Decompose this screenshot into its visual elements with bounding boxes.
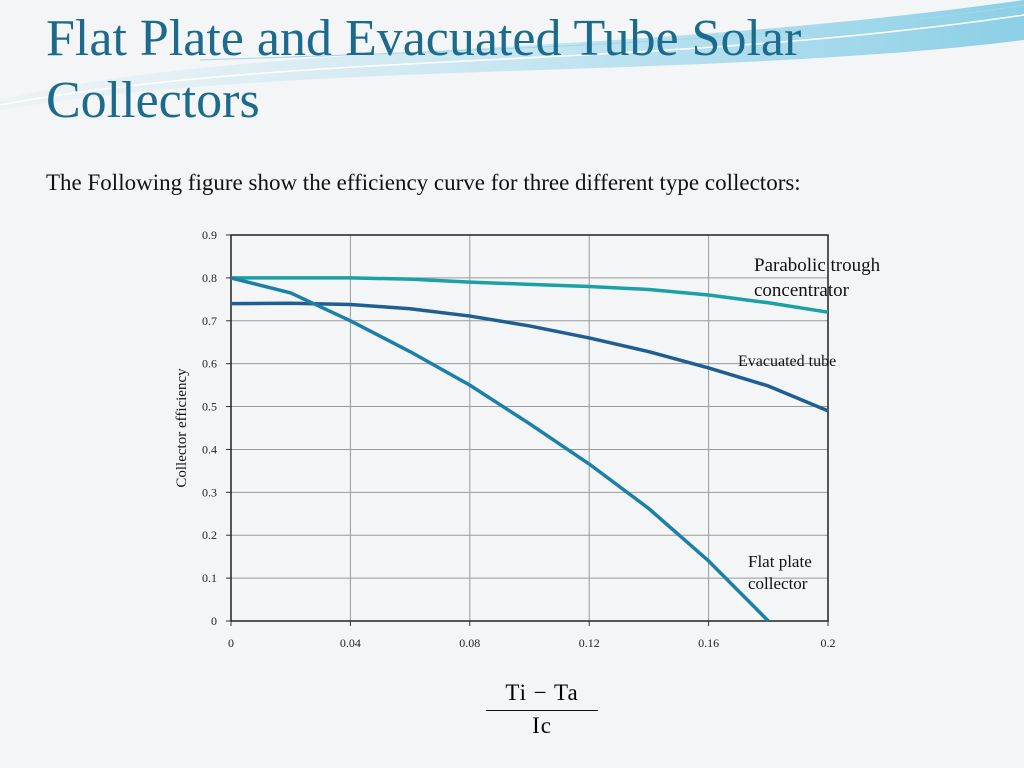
y-tick-label: 0.3 <box>202 485 217 499</box>
y-tick-label: 0 <box>211 614 217 628</box>
plot-frame <box>230 234 829 622</box>
series-label: Evacuated tube <box>738 353 837 370</box>
x-axis-label: Ti − Ta Ic <box>486 680 598 739</box>
y-tick-label: 0.4 <box>202 442 217 456</box>
y-axis-label: Collector efficiency <box>174 368 190 488</box>
x-tick-label: 0.08 <box>459 636 480 650</box>
x-tick-label: 0.2 <box>821 636 836 650</box>
y-tick-label: 0.7 <box>202 314 217 328</box>
y-tick-label: 0.2 <box>202 528 217 542</box>
y-tick-label: 0.8 <box>202 271 217 285</box>
x-tick-label: 0.16 <box>698 636 719 650</box>
y-tick-label: 0.9 <box>202 228 217 242</box>
y-tick-label: 0.6 <box>202 357 217 371</box>
x-tick-label: 0 <box>228 636 234 650</box>
decor-wave <box>0 0 1024 110</box>
series-label: Parabolic trough concentrator <box>754 255 881 301</box>
x-tick-label: 0.12 <box>579 636 600 650</box>
decor-wave <box>199 4 1024 61</box>
series-line <box>231 276 829 314</box>
series-label: Flat plate collector <box>748 552 812 594</box>
x-label-numerator: Ti − Ta <box>486 680 598 711</box>
y-tick-label: 0.1 <box>202 571 217 585</box>
slide-subtitle: The Following figure show the efficiency… <box>46 170 801 195</box>
series-line <box>230 301 829 413</box>
x-tick-label: 0.04 <box>340 636 361 650</box>
decor-wave <box>0 14 1024 106</box>
y-tick-label: 0.5 <box>202 400 217 414</box>
slide-title: Flat Plate and Evacuated Tube Solar Coll… <box>46 10 802 129</box>
series-line <box>230 276 770 623</box>
x-label-denominator: Ic <box>532 713 552 738</box>
